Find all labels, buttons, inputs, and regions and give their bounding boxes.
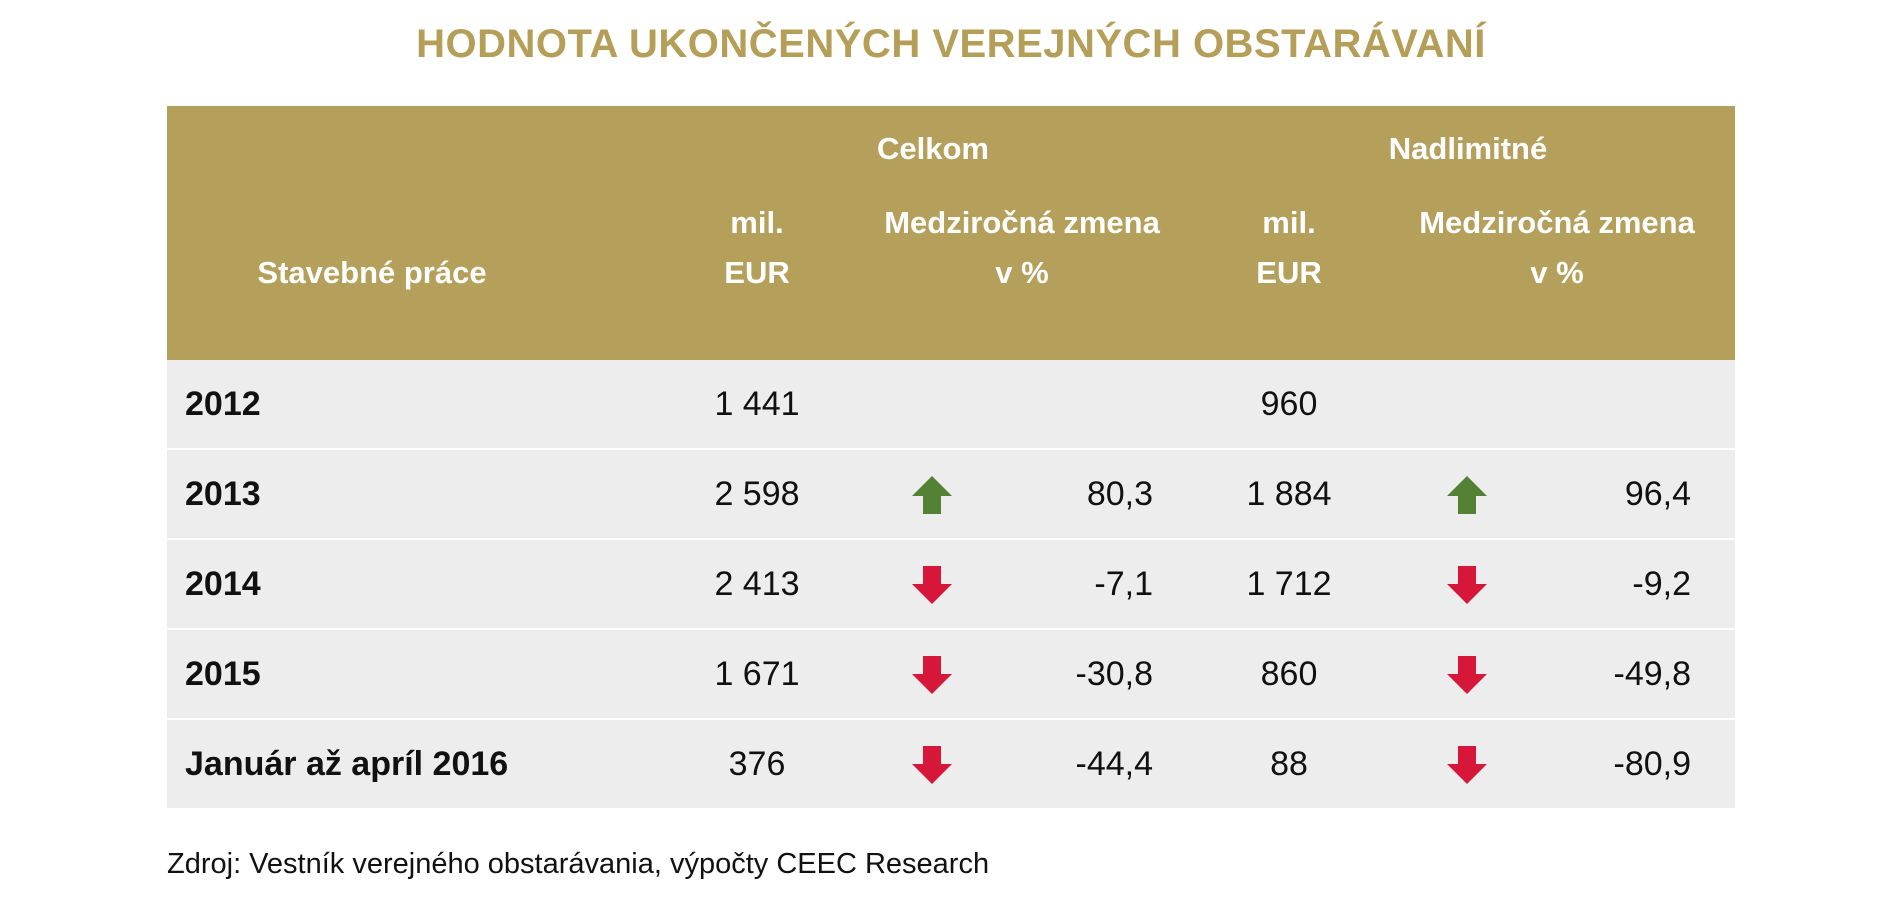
nad-pct: 96,4 [1624, 475, 1691, 513]
arrow-down-icon [912, 566, 952, 604]
celkom-eur: 1 441 [714, 385, 800, 423]
table-row: Január až apríl 2016 376 -44,4 88 -80,9 [167, 718, 1735, 808]
arrow-down-icon [1447, 566, 1487, 604]
nad-pct: -80,9 [1613, 745, 1692, 783]
table-row: 2014 2 413 -7,1 1 712 -9,2 [167, 538, 1735, 628]
arrow-down-icon [912, 746, 952, 784]
nad-eur: 1 884 [1246, 475, 1332, 513]
table-title: HODNOTA UKONČENÝCH VEREJNÝCH OBSTARÁVANÍ [416, 22, 1486, 66]
arrow-up-icon [912, 476, 952, 514]
row-label: 2014 [185, 565, 261, 603]
celkom-pct: 80,3 [1086, 475, 1153, 513]
table-row: 2012 1 441 960 [167, 360, 1735, 448]
unit-line2: EUR [724, 255, 790, 290]
table-row: 2015 1 671 -30,8 860 -49,8 [167, 628, 1735, 718]
change-line2: v % [1530, 255, 1584, 290]
nad-change-header: Medziročná zmena v % [1382, 198, 1732, 298]
celkom-pct: -44,4 [1075, 745, 1154, 783]
table-row: 2013 2 598 80,3 1 884 96,4 [167, 448, 1735, 538]
row-label-header: Stavebné práce [257, 255, 487, 290]
row-label: Január až apríl 2016 [185, 745, 509, 783]
change-line1: Medziročná zmena [1419, 205, 1695, 240]
celkom-eur: 2 413 [714, 565, 800, 603]
row-label: 2012 [185, 385, 261, 423]
celkom-eur: 376 [728, 745, 786, 783]
nad-unit-header: mil. EUR [1229, 198, 1349, 298]
row-label: 2015 [185, 655, 261, 693]
nad-eur: 88 [1270, 745, 1308, 783]
celkom-eur: 1 671 [714, 655, 800, 693]
nad-eur: 860 [1260, 655, 1318, 693]
procurement-table: Celkom Nadlimitné Stavebné práce mil. EUR… [167, 106, 1735, 808]
arrow-down-icon [1447, 656, 1487, 694]
group-nadlimitne: Nadlimitné [1388, 131, 1548, 166]
arrow-up-icon [1447, 476, 1487, 514]
group-celkom: Celkom [877, 131, 989, 166]
change-line2: v % [995, 255, 1049, 290]
arrow-down-icon [912, 656, 952, 694]
nad-eur: 1 712 [1246, 565, 1332, 603]
celkom-pct: -7,1 [1094, 565, 1153, 603]
nad-pct: -49,8 [1613, 655, 1692, 693]
celkom-unit-header: mil. EUR [697, 198, 817, 298]
row-label: 2013 [185, 475, 261, 513]
change-line1: Medziročná zmena [884, 205, 1160, 240]
table-header: Celkom Nadlimitné Stavebné práce mil. EUR… [167, 106, 1735, 360]
celkom-change-header: Medziročná zmena v % [847, 198, 1197, 298]
unit-line1: mil. [1262, 205, 1316, 240]
celkom-pct: -30,8 [1075, 655, 1154, 693]
arrow-down-icon [1447, 746, 1487, 784]
unit-line2: EUR [1256, 255, 1322, 290]
unit-line1: mil. [730, 205, 784, 240]
nad-eur: 960 [1260, 385, 1318, 423]
nad-pct: -9,2 [1632, 565, 1691, 603]
celkom-eur: 2 598 [714, 475, 800, 513]
source-note: Zdroj: Vestník verejného obstarávania, v… [167, 848, 990, 880]
